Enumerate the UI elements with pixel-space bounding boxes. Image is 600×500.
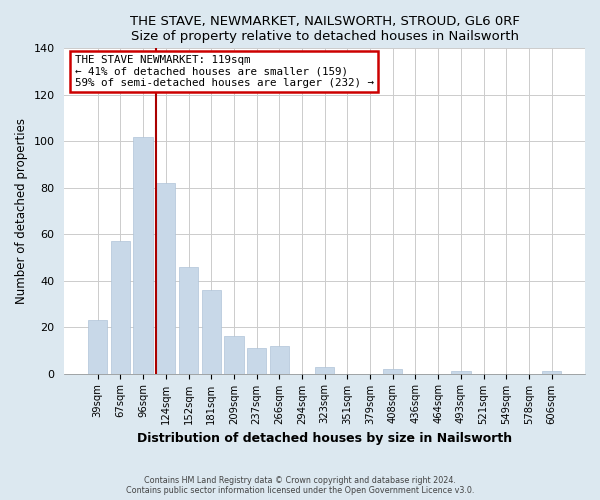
Bar <box>202 290 221 374</box>
Bar <box>224 336 244 374</box>
Bar <box>451 371 470 374</box>
Bar <box>88 320 107 374</box>
Bar <box>179 266 198 374</box>
Bar <box>269 346 289 374</box>
Bar <box>111 241 130 374</box>
Title: THE STAVE, NEWMARKET, NAILSWORTH, STROUD, GL6 0RF
Size of property relative to d: THE STAVE, NEWMARKET, NAILSWORTH, STROUD… <box>130 15 520 43</box>
Bar <box>383 369 403 374</box>
Bar <box>133 136 153 374</box>
Bar <box>247 348 266 374</box>
X-axis label: Distribution of detached houses by size in Nailsworth: Distribution of detached houses by size … <box>137 432 512 445</box>
Text: THE STAVE NEWMARKET: 119sqm
← 41% of detached houses are smaller (159)
59% of se: THE STAVE NEWMARKET: 119sqm ← 41% of det… <box>75 55 374 88</box>
Bar <box>542 371 562 374</box>
Y-axis label: Number of detached properties: Number of detached properties <box>15 118 28 304</box>
Bar <box>315 366 334 374</box>
Text: Contains HM Land Registry data © Crown copyright and database right 2024.
Contai: Contains HM Land Registry data © Crown c… <box>126 476 474 495</box>
Bar <box>156 183 175 374</box>
